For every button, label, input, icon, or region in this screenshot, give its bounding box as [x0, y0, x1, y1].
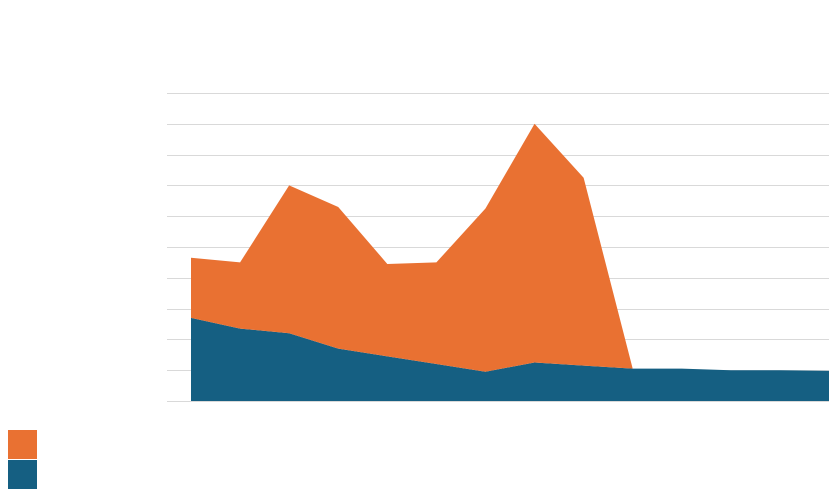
plot-area	[191, 123, 829, 401]
area-series-1	[191, 317, 829, 401]
legend-swatch-series-1	[8, 460, 37, 489]
area-series-2	[191, 123, 829, 372]
legend-swatch-series-2	[8, 430, 37, 459]
